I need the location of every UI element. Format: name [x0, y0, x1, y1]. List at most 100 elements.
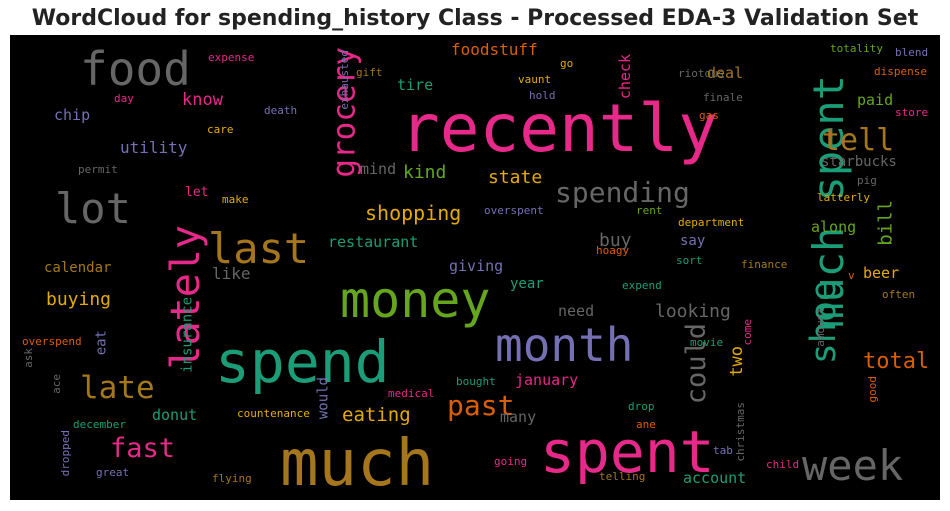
word-shopping: shopping — [365, 201, 461, 225]
word-let: let — [185, 185, 208, 200]
word-beer: beer — [863, 264, 899, 282]
word-late: late — [80, 370, 155, 406]
word-blend: blend — [895, 46, 928, 59]
word-care: care — [207, 123, 234, 136]
word-permit: permit — [78, 163, 118, 176]
word-death: death — [264, 104, 297, 117]
word-starbucks: starbucks — [821, 154, 897, 170]
word-would: would — [316, 377, 332, 419]
word-buying: buying — [46, 289, 111, 310]
word-amount: amount — [814, 307, 827, 347]
word-check: check — [616, 54, 634, 99]
wordcloud-svg: recently much spend spent money much spent foo… — [22, 40, 929, 501]
word-year: year — [510, 276, 544, 292]
word-december: december — [73, 418, 126, 431]
word-paid: paid — [857, 91, 893, 109]
word-chip: chip — [54, 106, 90, 124]
word-last: last — [208, 224, 309, 273]
word-great: great — [96, 466, 129, 479]
word-make: make — [222, 193, 249, 206]
word-exhausted: exhausted — [338, 50, 351, 110]
word-hold: hold — [529, 89, 556, 102]
word-looking: looking — [655, 301, 731, 322]
word-flying: flying — [212, 472, 252, 485]
word-past: past — [447, 389, 514, 422]
word-hoagy: hoagy — [596, 244, 629, 257]
chart-title: WordCloud for spending_history Class - P… — [31, 6, 919, 31]
word-restaurant: restaurant — [328, 233, 418, 251]
word-overspend: overspend — [22, 335, 82, 348]
word-good: good — [866, 376, 879, 403]
word-week: week — [802, 441, 903, 490]
word-tab: tab — [713, 444, 733, 457]
word-money: money — [340, 271, 491, 329]
word-foodstuff: foodstuff — [451, 40, 538, 59]
word-fast: fast — [110, 433, 175, 464]
word-store: store — [895, 106, 928, 119]
word-lately: lately — [163, 225, 209, 370]
word-tell: tell — [822, 123, 894, 158]
word-riotous: riotous — [678, 67, 724, 80]
word-could: could — [681, 323, 712, 404]
word-two: two — [727, 346, 747, 377]
word-totality: totality — [830, 42, 883, 55]
word-mind: mind — [360, 160, 396, 178]
word-christmas: christmas — [734, 402, 747, 462]
word-movie: movie — [690, 336, 723, 349]
word-dropped: dropped — [59, 430, 72, 476]
word-dispense: dispense — [874, 65, 927, 78]
word-account: account — [683, 469, 746, 487]
word-gift: gift — [356, 66, 383, 79]
word-countenance: countenance — [237, 407, 310, 420]
word-month: month — [495, 318, 633, 372]
word-like: like — [212, 264, 251, 283]
word-grocery: grocery — [326, 47, 362, 178]
word-bought: bought — [456, 375, 496, 388]
word-need: need — [558, 302, 594, 320]
word-calendar: calendar — [44, 260, 111, 276]
word-department: department — [678, 216, 744, 229]
word-deal: deal — [707, 64, 743, 82]
word-overspent: overspent — [484, 204, 544, 217]
word-kind: kind — [403, 162, 446, 183]
word-go: go — [560, 57, 573, 70]
word-food: food — [80, 42, 191, 96]
word-lot: lot — [55, 184, 131, 233]
word-expense: expense — [208, 51, 254, 64]
word-giving: giving — [449, 257, 503, 275]
word-state: state — [488, 167, 542, 188]
word-gas: gas — [699, 109, 719, 122]
word-know: know — [182, 90, 224, 110]
word-latterly: latterly — [817, 191, 870, 204]
word-medical: medical — [388, 387, 434, 400]
word-vaunt: vaunt — [518, 73, 551, 86]
word-buy: buy — [599, 230, 632, 251]
word-total: total — [863, 349, 929, 374]
word-going: going — [494, 455, 527, 468]
word-january: january — [515, 371, 578, 389]
word-eat: eat — [94, 330, 110, 355]
word-drop: drop — [628, 400, 655, 413]
word-bill: bill — [875, 200, 897, 246]
word-finance: finance — [741, 258, 787, 271]
word-expend: expend — [622, 279, 662, 292]
word-rent: rent — [636, 204, 663, 217]
word-shoe: shoe — [804, 280, 844, 364]
word-telling: telling — [599, 470, 645, 483]
word-tire: tire — [397, 76, 433, 94]
word-much-spent: much spent — [804, 75, 853, 328]
word-much: much — [280, 427, 434, 500]
word-along: along — [811, 218, 856, 236]
word-recently: recently — [400, 90, 718, 167]
word-finale: finale — [703, 91, 743, 104]
word-eating: eating — [342, 404, 411, 426]
word-spending: spending — [555, 176, 690, 209]
word-ane: ane — [636, 418, 656, 431]
word-come: come — [741, 319, 754, 346]
wordcloud-canvas: recently much spend spent money much spent foo… — [10, 35, 940, 501]
word-ask: ask — [22, 348, 35, 368]
word-donut: donut — [152, 406, 197, 424]
word-v: v — [848, 269, 855, 282]
word-ace: ace — [50, 374, 63, 394]
word-child: child — [766, 458, 799, 471]
